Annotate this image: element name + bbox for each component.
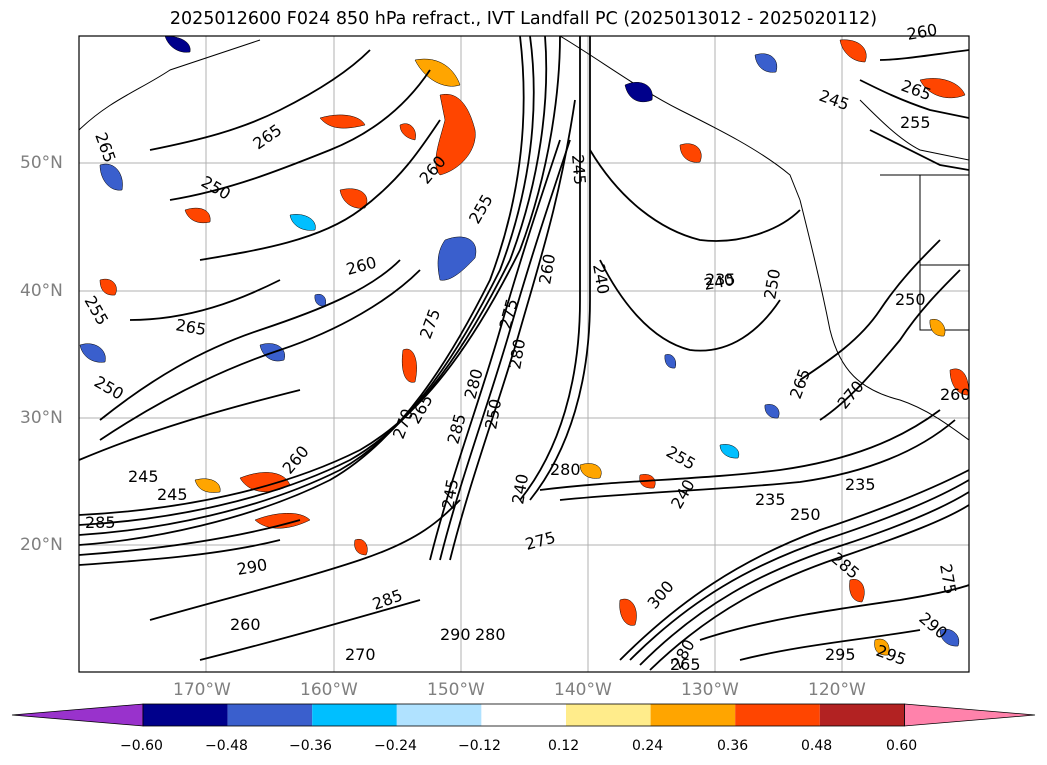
contour-label: 290 (235, 555, 268, 579)
contour-label: 265 (786, 366, 814, 401)
contour-label: 250 (895, 290, 926, 309)
coastlines (79, 36, 969, 441)
cb-label-024: 0.24 (632, 738, 664, 754)
contour-labels: 265 2652602552602452652552502452452852752… (81, 20, 971, 674)
contour-label: 245 (438, 477, 462, 510)
cb-label-048: 0.48 (801, 738, 833, 754)
contour-label: 275 (523, 528, 557, 554)
contour-label: 280 (550, 460, 581, 479)
contour-label: 245 (817, 86, 852, 114)
grid-lines (79, 36, 969, 672)
lon-label-130w: 130°W (681, 680, 739, 700)
contour-label: 235 (705, 270, 736, 289)
cb-label-neg012: −0.12 (458, 738, 501, 754)
contour-label: 285 (370, 585, 405, 613)
contour-label: 250 (91, 372, 127, 404)
lat-label-30n: 30°N (20, 408, 63, 428)
contour-label: 295 (825, 645, 856, 664)
contour-label: 245 (568, 154, 590, 186)
lon-label-150w: 150°W (427, 680, 485, 700)
map-title: 2025012600 F024 850 hPa refract., IVT La… (169, 9, 878, 29)
contour-label: 250 (790, 505, 821, 524)
contour-label: 270 (345, 645, 376, 664)
shaded-anomalies (79, 36, 969, 656)
contour-label: 260 (905, 20, 938, 44)
lon-label-140w: 140°W (554, 680, 612, 700)
contour-label: 260 (344, 253, 378, 279)
contour-label: 235 (845, 475, 876, 494)
lon-label-160w: 160°W (300, 680, 358, 700)
contour-label: 240 (508, 472, 532, 505)
contour-label: 260 (230, 615, 261, 634)
lat-label-20n: 20°N (20, 535, 63, 555)
contour-label: 255 (465, 191, 497, 227)
cb-label-neg024: −0.24 (374, 738, 417, 754)
lat-label-40n: 40°N (20, 281, 63, 301)
contour-label: 250 (481, 397, 505, 430)
cb-label-neg060: −0.60 (120, 738, 163, 754)
contour-label: 255 (81, 293, 113, 329)
contour-label: 235 (755, 490, 786, 509)
contour-label: 265 (249, 120, 285, 153)
contour-label: 245 (128, 467, 159, 486)
lat-label-50n: 50°N (20, 153, 63, 173)
contour-label: 265 (174, 315, 207, 339)
contour-label: 255 (663, 442, 699, 474)
contour-label: 245 (157, 485, 188, 504)
contour-label: 240 (667, 476, 699, 512)
contour-label: 280 (461, 367, 487, 401)
contour-label: 250 (198, 172, 234, 204)
cb-label-060: 0.60 (886, 738, 918, 754)
contour-label: 255 (900, 113, 931, 132)
cb-label-neg036: −0.36 (289, 738, 332, 754)
cb-label-036: 0.36 (717, 738, 749, 754)
contour-label: 275 (496, 297, 522, 331)
cb-label-neg048: −0.48 (205, 738, 248, 754)
contour-label: 260 (940, 385, 971, 404)
contour-label: 260 (535, 252, 559, 285)
lon-label-170w: 170°W (173, 680, 231, 700)
contour-label: 265 (670, 655, 701, 674)
contour-label: 295 (874, 641, 909, 669)
plot-border (78, 35, 970, 673)
contour-label: 290 (440, 625, 471, 644)
contour-label: 250 (760, 267, 784, 300)
lon-label-120w: 120°W (808, 680, 866, 700)
contour-label: 275 (416, 306, 444, 341)
contour-label: 300 (644, 577, 678, 613)
contour-lines (79, 36, 969, 671)
contour-label: 275 (936, 562, 960, 595)
contour-label: 285 (85, 513, 116, 532)
contour-label: 280 (505, 337, 529, 370)
cb-label-012: 0.12 (548, 738, 580, 754)
contour-label: 280 (475, 625, 506, 644)
contour-label: 265 (91, 130, 119, 165)
contour-label: 285 (827, 549, 863, 583)
